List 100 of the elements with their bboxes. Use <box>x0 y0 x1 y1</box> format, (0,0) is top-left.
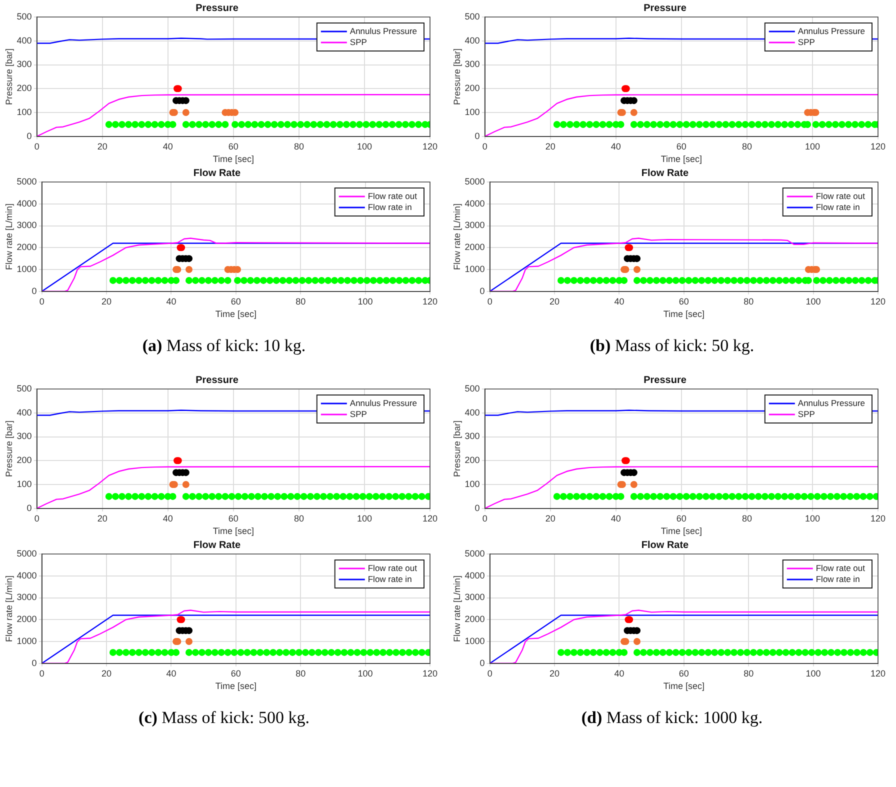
x-axis-title: Time [sec] <box>660 526 702 536</box>
y-tick-label: 300 <box>16 431 32 442</box>
y-axis-title: Pressure [bar] <box>4 48 14 105</box>
x-tick-label: 40 <box>162 513 173 524</box>
text: (c) Mass of kick: 500 kg. <box>138 707 310 729</box>
x-tick-label: 100 <box>804 141 820 152</box>
x-tick-label: 120 <box>422 296 438 306</box>
y-tick-label: 0 <box>474 130 480 141</box>
x-tick-label: 40 <box>610 141 621 152</box>
x-tick-label: 20 <box>102 668 112 678</box>
x-axis-title: Time [sec] <box>215 309 257 320</box>
y-tick-label: 100 <box>16 479 32 490</box>
legend-label: Flow rate in <box>816 574 860 584</box>
x-tick-label: 60 <box>230 668 241 678</box>
x-tick-label: 40 <box>614 668 624 678</box>
y-tick-label: 4000 <box>16 198 37 208</box>
legend-label: SPP <box>350 36 368 47</box>
x-tick-label: 120 <box>870 668 886 678</box>
y-tick-label: 200 <box>16 83 32 94</box>
x-tick-label: 40 <box>162 141 173 152</box>
x-tick-label: 80 <box>744 668 754 678</box>
y-tick-label: 0 <box>26 130 32 141</box>
y-axis-title: Flow rate [L/min] <box>452 575 462 642</box>
x-tick-label: 20 <box>545 141 556 152</box>
x-tick-label: 20 <box>97 141 108 152</box>
x-tick-label: 20 <box>550 668 560 678</box>
x-tick-label: 120 <box>870 296 886 306</box>
x-axis-title: Time [sec] <box>660 154 702 164</box>
x-tick-label: 80 <box>294 141 304 152</box>
chart-title: Flow Rate <box>193 168 242 179</box>
legend-label: Annulus Pressure <box>350 398 418 408</box>
x-tick-label: 100 <box>358 296 373 306</box>
legend-label: Flow rate out <box>816 562 866 573</box>
x-tick-label: 60 <box>678 668 689 678</box>
x-tick-label: 100 <box>358 668 373 678</box>
x-tick-label: 0 <box>39 296 44 306</box>
x-axis-title: Time [sec] <box>215 681 257 692</box>
y-tick-label: 500 <box>464 383 480 394</box>
x-tick-label: 100 <box>806 296 821 306</box>
legend-label: Flow rate out <box>816 190 866 201</box>
x-tick-label: 80 <box>744 296 754 306</box>
y-tick-label: 400 <box>16 407 32 418</box>
y-tick-label: 3000 <box>464 592 485 602</box>
x-tick-label: 80 <box>742 513 752 524</box>
x-axis-title: Time [sec] <box>663 681 705 692</box>
x-tick-label: 0 <box>487 668 492 678</box>
y-tick-label: 2000 <box>16 242 37 252</box>
y-tick-label: 0 <box>480 658 485 668</box>
y-tick-label: 2000 <box>464 614 485 624</box>
x-tick-label: 60 <box>678 296 689 306</box>
legend-label: Annulus Pressure <box>350 26 418 36</box>
y-axis-title: Flow rate [L/min] <box>452 203 462 270</box>
x-tick-label: 20 <box>550 296 560 306</box>
x-tick-label: 80 <box>296 296 306 306</box>
y-tick-label: 2000 <box>16 614 37 624</box>
y-tick-label: 500 <box>464 11 480 22</box>
y-axis-title: Flow rate [L/min] <box>4 203 14 270</box>
chart-title: Pressure <box>196 374 239 386</box>
x-axis-title: Time [sec] <box>212 154 254 164</box>
y-tick-label: 1000 <box>16 636 37 646</box>
x-tick-label: 120 <box>422 668 438 678</box>
y-tick-label: 100 <box>464 479 480 490</box>
chart-title: Pressure <box>196 2 239 14</box>
y-tick-label: 4000 <box>464 198 485 208</box>
legend-label: SPP <box>798 408 816 419</box>
x-tick-label: 60 <box>228 513 238 524</box>
y-tick-label: 5000 <box>464 548 485 558</box>
x-tick-label: 40 <box>614 296 624 306</box>
y-tick-label: 3000 <box>16 220 37 230</box>
y-tick-label: 2000 <box>464 242 485 252</box>
y-tick-label: 400 <box>464 407 480 418</box>
text: (d) Mass of kick: 1000 kg. <box>580 707 764 729</box>
y-tick-label: 3000 <box>464 220 485 230</box>
chart-title: Flow Rate <box>641 168 690 179</box>
y-tick-label: 5000 <box>16 548 37 558</box>
y-tick-label: 1000 <box>464 636 485 646</box>
x-tick-label: 40 <box>166 668 176 678</box>
x-tick-label: 0 <box>487 296 492 306</box>
y-tick-label: 400 <box>464 35 480 46</box>
x-axis-title: Time [sec] <box>212 526 254 536</box>
legend-label: Annulus Pressure <box>798 398 866 408</box>
y-tick-label: 500 <box>16 383 32 394</box>
y-tick-label: 200 <box>16 455 32 466</box>
x-tick-label: 60 <box>230 296 241 306</box>
y-tick-label: 200 <box>464 83 480 94</box>
y-axis-title: Flow rate [L/min] <box>4 575 14 642</box>
y-tick-label: 0 <box>32 286 37 296</box>
x-tick-label: 20 <box>97 513 108 524</box>
legend-label: Flow rate out <box>368 562 418 573</box>
y-tick-label: 0 <box>32 658 37 668</box>
x-tick-label: 60 <box>676 141 686 152</box>
x-tick-label: 100 <box>356 513 372 524</box>
y-tick-label: 300 <box>464 431 480 442</box>
x-tick-label: 100 <box>804 513 820 524</box>
x-tick-label: 40 <box>166 296 176 306</box>
x-tick-label: 80 <box>294 513 304 524</box>
x-tick-label: 80 <box>742 141 752 152</box>
y-tick-label: 400 <box>16 35 32 46</box>
y-tick-label: 5000 <box>464 176 485 186</box>
y-axis-title: Pressure [bar] <box>452 420 462 477</box>
